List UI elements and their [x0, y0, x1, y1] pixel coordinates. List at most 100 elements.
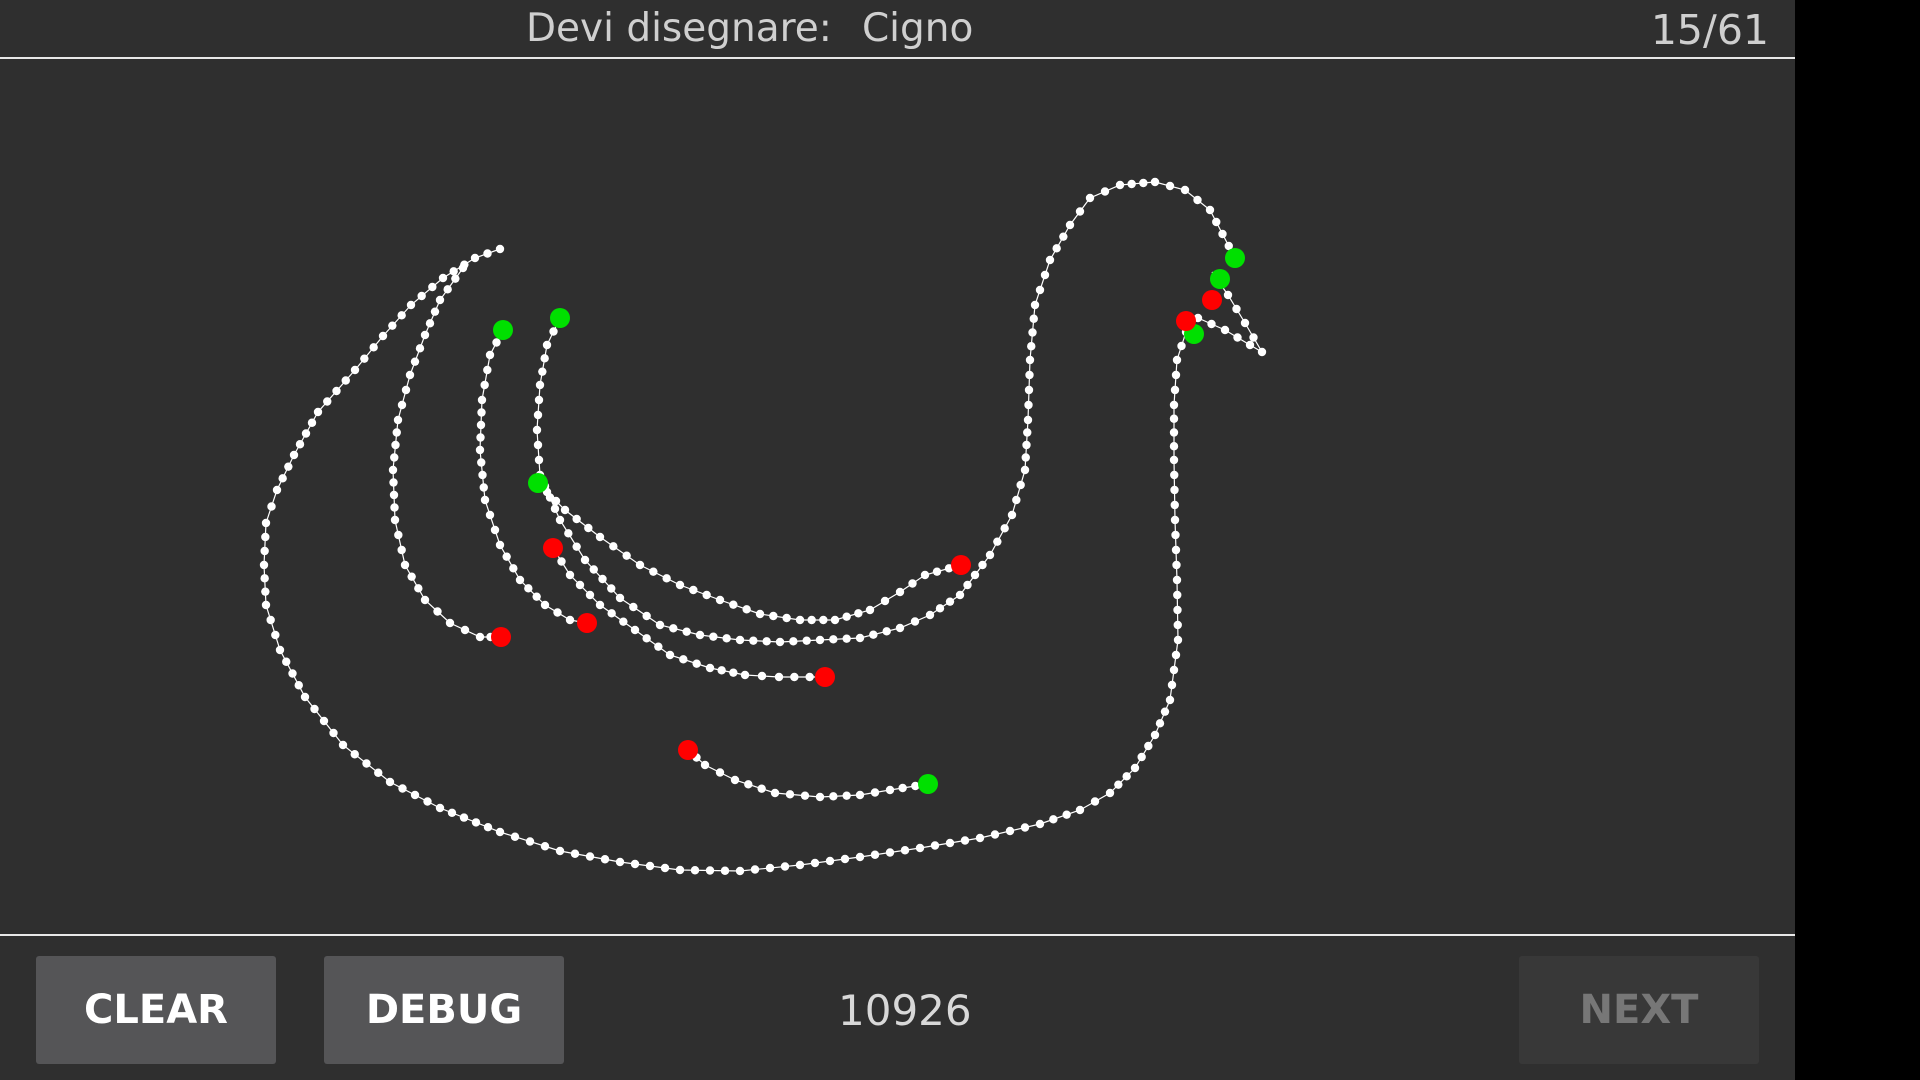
stroke-point [770, 788, 780, 798]
stroke-point [1045, 255, 1055, 265]
stroke-point [560, 505, 570, 515]
stroke-point [319, 716, 329, 726]
stroke-point [390, 515, 400, 525]
stroke-point [433, 607, 442, 616]
stroke-point [1173, 605, 1182, 615]
stroke-point [607, 609, 616, 618]
stroke-start-dot [1210, 269, 1230, 289]
stroke-point [705, 663, 715, 673]
stroke-point [1023, 428, 1032, 437]
stroke-point [780, 862, 790, 871]
prompt-label: Devi disegnare: [526, 6, 832, 51]
target-word: Cigno [861, 6, 974, 51]
stroke-point [478, 470, 487, 480]
stroke-point [842, 634, 851, 643]
stroke-point [744, 780, 753, 789]
stroke-point [1169, 414, 1179, 423]
stroke-point [807, 615, 816, 625]
stroke-point [1220, 325, 1230, 335]
stroke-point [1249, 333, 1258, 342]
clear-button[interactable]: CLEAR [36, 956, 276, 1064]
stroke-point [294, 681, 303, 690]
stroke-point [1090, 797, 1100, 806]
stroke-point [595, 532, 605, 542]
stroke-point [389, 478, 398, 487]
stroke-point [1114, 780, 1123, 789]
stroke-point [540, 600, 550, 610]
stroke-point [735, 866, 745, 876]
stroke-end-dot [951, 555, 971, 575]
stroke-point [1059, 232, 1068, 241]
stroke-point [447, 808, 457, 817]
stroke-point [388, 465, 398, 475]
stroke-point [524, 584, 533, 593]
stroke-point [709, 632, 718, 641]
stroke-point [1167, 680, 1177, 690]
stroke-point [619, 617, 628, 626]
stroke-point [1212, 217, 1221, 227]
stroke-point [410, 790, 420, 800]
stroke-point [765, 863, 775, 873]
stroke-point [550, 504, 560, 513]
stroke-point [705, 866, 715, 875]
stroke-point [1127, 179, 1136, 189]
stroke-point [789, 637, 798, 646]
stroke-point [870, 788, 880, 797]
stroke-point [1021, 453, 1030, 462]
swan-sketch [259, 177, 1267, 876]
stroke-point [435, 803, 445, 813]
stroke-point [1025, 355, 1035, 365]
stroke-start-dot [493, 320, 513, 340]
stroke-point [470, 253, 480, 263]
stroke-point [332, 386, 341, 396]
stroke-point [564, 529, 573, 538]
stroke-point [1020, 823, 1030, 832]
stroke-point [1024, 385, 1034, 395]
stroke-point [800, 791, 810, 800]
stroke-point [810, 858, 820, 868]
stroke-point [757, 671, 767, 681]
stroke-point [750, 865, 760, 874]
stroke-point [595, 600, 605, 610]
debug-button[interactable]: DEBUG [324, 956, 564, 1064]
stroke-point [540, 842, 550, 851]
stroke-point [955, 590, 965, 600]
stroke-point [1171, 370, 1181, 380]
stroke-point [1100, 187, 1110, 196]
stroke-point [679, 655, 688, 664]
stroke-point [1155, 719, 1165, 728]
stroke-point [360, 354, 369, 363]
stroke-point [642, 611, 651, 621]
stroke-point [978, 560, 987, 570]
stroke-point [288, 669, 297, 678]
stroke-point [898, 783, 907, 793]
stroke-point [762, 637, 771, 646]
stroke-point [1062, 810, 1071, 819]
stroke-point [266, 615, 275, 625]
stroke-point [459, 813, 469, 822]
stroke-point [1233, 333, 1242, 342]
stroke-point [1035, 285, 1045, 295]
stroke-point [1130, 763, 1140, 773]
stroke-point [272, 485, 282, 495]
stroke-point [438, 273, 448, 283]
stroke-point [1205, 205, 1215, 215]
stroke-point [410, 357, 420, 366]
next-button[interactable]: NEXT [1519, 956, 1759, 1064]
stroke-point [802, 636, 811, 645]
stroke-point [420, 595, 430, 605]
stroke-point [565, 570, 575, 580]
stroke-point [423, 797, 432, 806]
stroke-point [443, 285, 452, 294]
stroke-point [735, 635, 745, 645]
stroke-point [715, 595, 725, 605]
stroke-point [1165, 695, 1175, 705]
stroke-point [690, 866, 700, 875]
stroke-point [805, 672, 814, 682]
stroke-point [1160, 707, 1170, 716]
stroke-point [392, 428, 401, 437]
drawing-canvas[interactable] [0, 59, 1795, 935]
stroke-point [1000, 524, 1009, 533]
stroke-end-dot [1176, 311, 1196, 331]
stroke-point [435, 295, 445, 305]
